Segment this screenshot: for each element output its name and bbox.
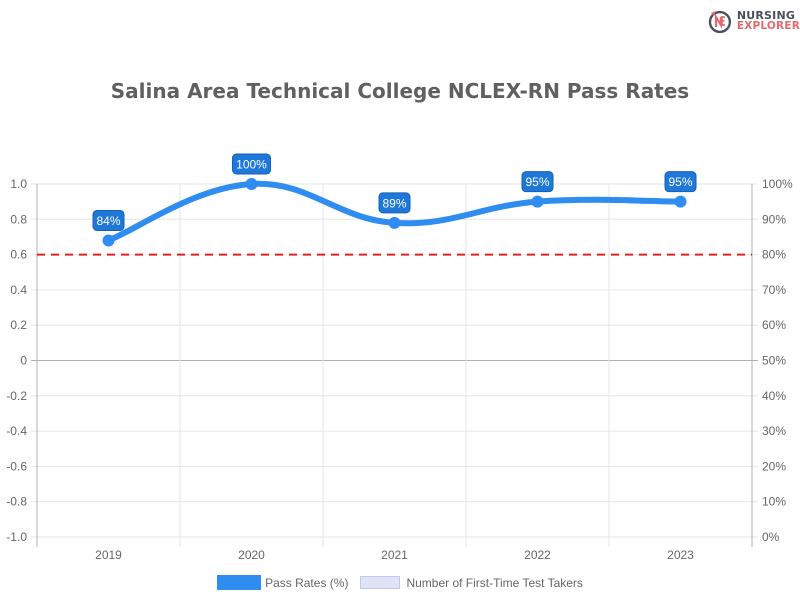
left-tick-label: -0.6 (6, 459, 27, 473)
x-tick-label: 2021 (381, 548, 408, 562)
right-tick-label: 40% (762, 389, 786, 403)
legend-swatch-pass-rates (217, 575, 262, 590)
right-tick-label: 30% (762, 424, 786, 438)
data-label: 84% (92, 209, 125, 231)
left-tick-label: 0 (20, 354, 27, 368)
data-labels: 84% 100% 89% 95% 95% (92, 153, 697, 231)
right-tick-label: 20% (762, 459, 786, 473)
data-label: 95% (521, 171, 554, 193)
legend-label-test-takers: Number of First-Time Test Takers (406, 575, 583, 590)
right-axis: 100% 90% 80% 70% 60% 50% 40% 30% 20% 10% 0% (762, 177, 793, 544)
svg-text:95%: 95% (525, 175, 549, 189)
logo-text-nursing: NURSING (736, 9, 796, 22)
data-point[interactable] (674, 195, 687, 208)
left-axis: 1.0 0.8 0.6 0.4 0.2 0 -0.2 -0.4 -0.6 -0.8 -1.0 (6, 177, 27, 544)
nursing-explorer-logo[interactable]: NURSING EXPLORER (708, 6, 800, 36)
x-tick-label: 2020 (238, 548, 265, 562)
grid-lines (31, 183, 758, 547)
right-tick-label: 80% (762, 248, 786, 262)
right-tick-label: 10% (762, 495, 786, 509)
x-axis: 2019 2020 2021 2022 2023 (95, 548, 694, 562)
right-tick-label: 90% (762, 212, 786, 226)
chart-legend: Pass Rates (%) Number of First-Time Test… (0, 575, 800, 590)
left-tick-label: 0.6 (10, 248, 27, 262)
data-point[interactable] (531, 195, 544, 208)
right-tick-label: 100% (762, 177, 793, 191)
right-tick-label: 70% (762, 283, 786, 297)
svg-text:95%: 95% (668, 175, 692, 189)
left-tick-label: -0.2 (6, 389, 27, 403)
x-tick-label: 2022 (524, 548, 551, 562)
svg-text:89%: 89% (382, 196, 406, 210)
x-tick-label: 2023 (667, 548, 694, 562)
left-tick-label: -0.8 (6, 495, 27, 509)
svg-text:100%: 100% (236, 158, 267, 172)
legend-item-pass-rates[interactable]: Pass Rates (%) (217, 575, 348, 590)
data-point[interactable] (102, 234, 115, 247)
svg-text:84%: 84% (96, 214, 120, 228)
left-tick-label: -0.4 (6, 424, 27, 438)
data-point[interactable] (388, 216, 401, 229)
chart-title: Salina Area Technical College NCLEX-RN P… (110, 79, 690, 103)
logo-text-explorer: EXPLORER (736, 20, 800, 32)
pass-rate-points (102, 178, 687, 247)
data-label: 95% (664, 171, 697, 193)
left-tick-label: 0.2 (10, 318, 27, 332)
left-tick-label: 1.0 (10, 177, 27, 191)
legend-item-test-takers[interactable]: Number of First-Time Test Takers (356, 575, 583, 590)
left-tick-label: -1.0 (6, 530, 27, 544)
x-tick-label: 2019 (95, 548, 122, 562)
data-label: 89% (378, 192, 411, 214)
right-tick-label: 50% (762, 354, 786, 368)
legend-label-pass-rates: Pass Rates (%) (265, 575, 349, 590)
legend-swatch-test-takers (360, 576, 401, 589)
left-tick-label: 0.4 (10, 283, 27, 297)
left-tick-label: 0.8 (10, 212, 27, 226)
right-tick-label: 60% (762, 318, 786, 332)
data-point[interactable] (245, 178, 258, 190)
right-tick-label: 0% (762, 530, 780, 544)
data-label: 100% (232, 153, 271, 175)
logo-mark-icon (708, 10, 732, 34)
